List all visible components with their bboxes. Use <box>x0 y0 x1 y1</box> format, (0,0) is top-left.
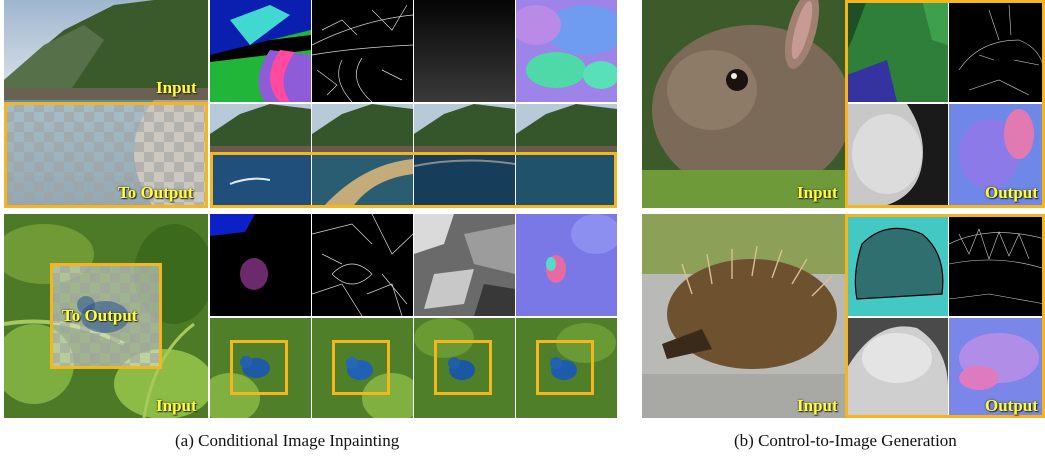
depth-map <box>414 214 515 316</box>
normal-map <box>949 104 1045 208</box>
input-label: Input <box>156 78 197 97</box>
edge-map <box>949 0 1045 102</box>
output-crop-frame <box>230 340 288 395</box>
normal-map <box>516 214 617 316</box>
output-crop-frame <box>332 340 390 395</box>
output-sample <box>516 318 617 418</box>
depth-map <box>847 318 948 418</box>
edge-map <box>949 214 1045 316</box>
mask-frame <box>50 263 162 369</box>
output-crop-frame <box>536 340 594 395</box>
output-sample <box>516 104 617 208</box>
segmentation-map <box>847 214 948 316</box>
echidna-source <box>642 214 846 418</box>
edge-map <box>312 214 413 316</box>
rabbit-source <box>642 0 846 208</box>
segmentation-map <box>847 0 948 102</box>
output-sample <box>312 104 413 208</box>
output-label: Output <box>985 396 1038 415</box>
depth-map <box>847 104 948 208</box>
output-sample <box>312 318 413 418</box>
masked-region-overlay <box>4 102 208 208</box>
output-region-frame <box>845 214 1045 418</box>
output-region-frame <box>210 152 617 208</box>
output-crop-frame <box>434 340 492 395</box>
segmentation-map <box>210 0 311 102</box>
output-label: Output <box>985 183 1038 202</box>
caption-panel-a: (a) Conditional Image Inpainting <box>175 431 400 450</box>
input-label: Input <box>797 183 838 202</box>
mask-frame <box>4 102 208 208</box>
normal-map <box>949 318 1045 418</box>
output-sample <box>210 318 311 418</box>
input-label: Input <box>156 396 197 415</box>
input-label: Input <box>797 396 838 415</box>
edge-map <box>312 0 413 102</box>
depth-map <box>414 0 515 102</box>
output-sample <box>210 104 311 208</box>
to-output-label: To Output <box>62 306 138 325</box>
output-sample <box>414 318 515 418</box>
caption-panel-b: (b) Control-to-Image Generation <box>734 431 957 450</box>
output-region-frame <box>845 0 1045 208</box>
normal-map <box>516 0 617 102</box>
segmentation-map <box>210 214 311 316</box>
bird-silhouette <box>70 285 140 345</box>
output-sample <box>414 104 515 208</box>
to-output-label: To Output <box>118 183 194 202</box>
